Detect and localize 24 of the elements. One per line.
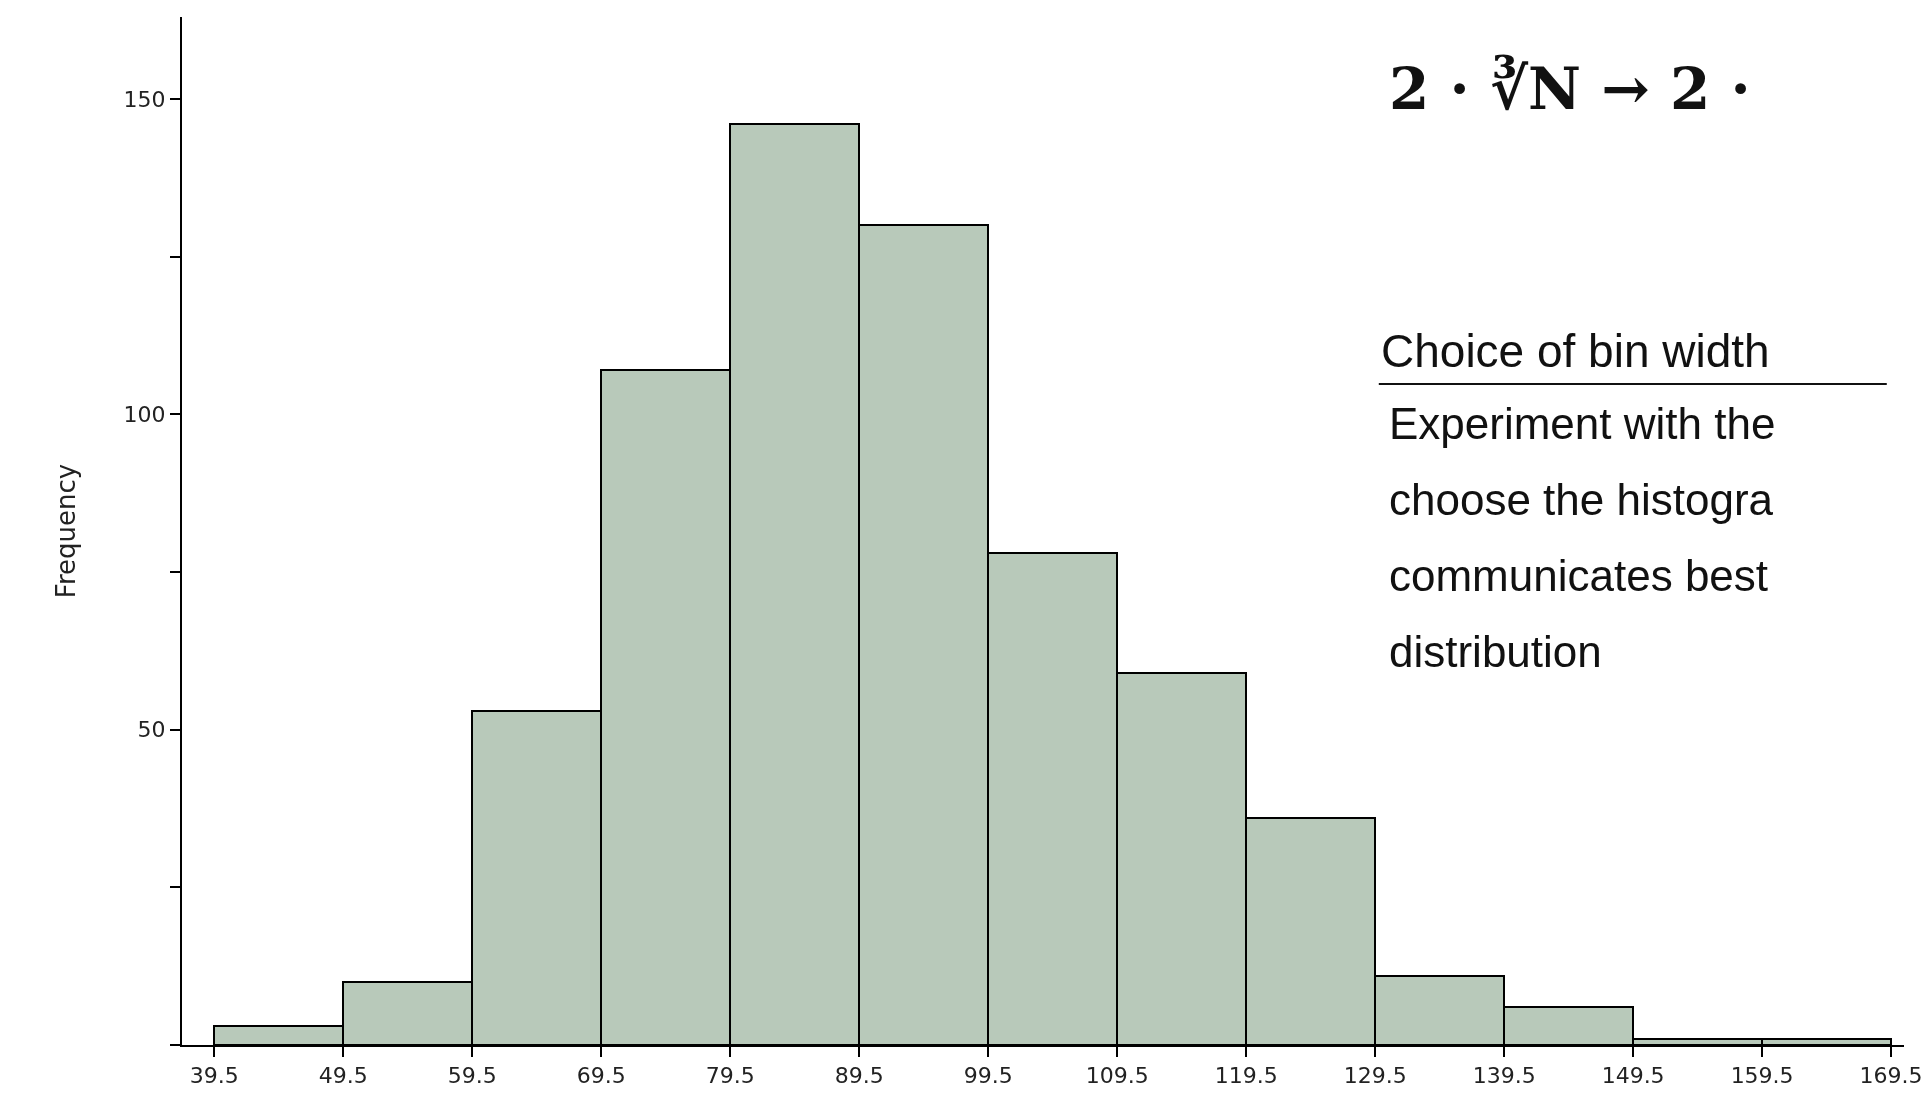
annotation: Experiment with the [1389,399,1776,448]
y-tick-label: 50 [137,717,166,743]
x-tick-label: 69.5 [576,1063,626,1089]
x-tick-label: 139.5 [1472,1063,1536,1089]
x-tick-label: 39.5 [189,1063,239,1089]
x-tick-label: 129.5 [1343,1063,1407,1089]
x-tick-label: 59.5 [447,1063,497,1089]
x-tick-label: 159.5 [1730,1063,1794,1089]
x-tick-label: 89.5 [834,1063,884,1089]
y-axis-title: Frequency [51,463,82,599]
x-tick-label: 169.5 [1859,1063,1923,1089]
x-tick-label: 119.5 [1214,1063,1278,1089]
x-tick-label: 109.5 [1085,1063,1149,1089]
x-tick-label: 49.5 [318,1063,368,1089]
annotation: choose the histogra [1389,475,1774,524]
annotation: 2 · ∛N → 2 · [1389,54,1751,123]
x-tick-label: 79.5 [705,1063,755,1089]
y-tick-label: 100 [123,402,166,428]
annotation: distribution [1389,627,1602,676]
annotation: communicates best [1389,551,1769,600]
x-tick-label: 99.5 [963,1063,1013,1089]
x-tick-label: 149.5 [1601,1063,1665,1089]
y-tick-label: 150 [123,86,166,112]
annotation: Choice of bin width [1381,325,1770,377]
